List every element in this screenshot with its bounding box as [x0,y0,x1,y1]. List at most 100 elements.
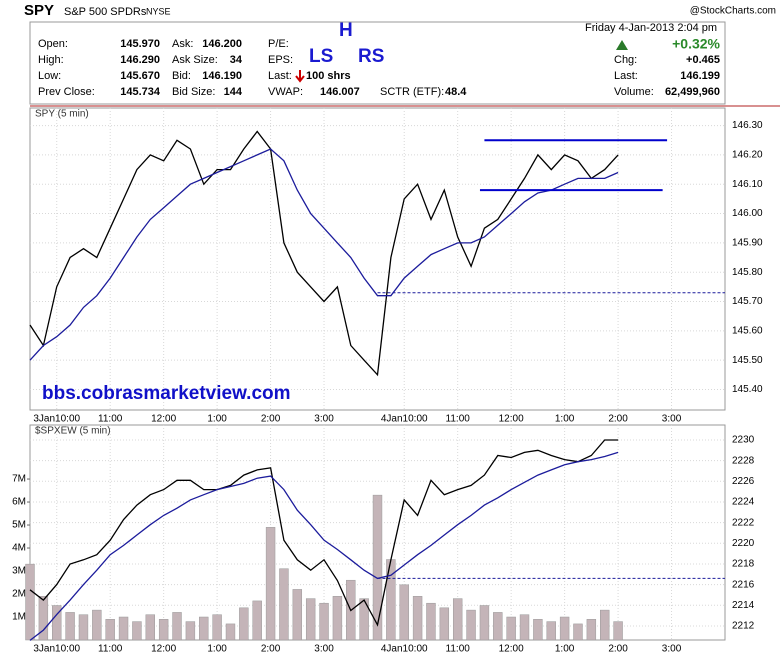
volume-bar [426,602,436,641]
vwap-label: VWAP: [268,86,303,98]
volume-bar [118,616,129,641]
pe-label: P/E: [268,38,289,50]
volume-bar [52,605,62,641]
volume-bar [546,621,556,641]
sctr-value: 48.4 [445,86,467,98]
x-tick-label: 2:00 [261,644,281,655]
volume-bar [559,616,570,641]
x-tick-label: 4Jan10:00 [381,414,428,425]
summary-label: Volume: [614,86,654,98]
x-tick-label: 3:00 [662,414,682,425]
y-tick-label: 2M [12,589,26,600]
volume-bar [212,614,222,641]
volume-bar [172,612,182,641]
volume-bar [359,598,369,641]
x-tick-label: 3:00 [314,414,334,425]
volume-bar [452,598,463,641]
y-tick-label: 146.30 [732,120,763,131]
volume-bar [319,602,329,641]
y-tick-label: 6M [12,497,26,508]
y2-tick-label: 2222 [732,517,755,528]
book-value: 34 [230,54,243,66]
summary-value: 146.199 [680,70,720,82]
volume-bar [105,619,115,641]
x-tick-label: 12:00 [151,644,176,655]
y-tick-label: 4M [12,543,26,554]
summary-label: Chg: [614,54,637,66]
series-line [29,451,619,641]
y-tick-label: 146.00 [732,208,763,219]
y-tick-label: 7M [12,474,26,485]
volume-bar [239,607,249,641]
y2-tick-label: 2216 [732,579,755,590]
symbol: SPY [24,2,54,19]
last-size: 100 shrs [306,70,351,82]
quote-value: 146.290 [120,54,160,66]
volume-bar [65,612,75,641]
volume-bar [519,614,530,641]
book-label: Bid Size: [172,86,215,98]
date: Friday 4-Jan-2013 2:04 pm [585,22,717,34]
x-tick-label: 3:00 [314,644,334,655]
x-tick-label: 1:00 [207,414,227,425]
x-tick-label: 11:00 [98,644,123,655]
quote-label: Low: [38,70,61,82]
volume-bar [412,596,423,641]
volume-bar [92,609,102,641]
y2-tick-label: 2230 [732,435,755,446]
summary-value: 62,499,960 [665,86,720,98]
volume-bar [265,527,276,641]
y-tick-label: 145.80 [732,267,763,278]
vwap-value: 146.007 [320,86,360,98]
volume-bar [399,584,409,641]
book-value: 146.200 [202,38,242,50]
watermark: bbs.cobrasmarketview.com [42,383,291,404]
x-tick-label: 12:00 [499,644,524,655]
volume-bar [533,619,543,641]
y2-tick-label: 2220 [732,538,755,549]
y2-tick-label: 2214 [732,600,755,611]
y-tick-label: 145.60 [732,325,763,336]
volume-bar [332,596,343,641]
volume-bar [132,621,142,641]
y-tick-label: 145.90 [732,238,763,249]
x-tick-label: 3:00 [662,644,682,655]
book-value: 144 [224,86,243,98]
volume-bar [439,607,450,641]
y2-tick-label: 2218 [732,559,755,570]
y2-tick-label: 2224 [732,497,755,508]
y-tick-label: 5M [12,520,26,531]
volume-bar [292,589,303,641]
volume-bar [78,614,89,641]
x-tick-label: 1:00 [207,644,227,655]
volume-bar [38,596,49,641]
volume-bar [199,616,209,641]
summary-value: +0.465 [686,54,720,66]
volume-bar [466,609,476,641]
chart-title: SPY (5 min) [35,109,89,120]
volume-bar [613,621,623,641]
summary-label: Last: [614,70,638,82]
series-line [29,439,619,627]
volume-bar [185,621,196,641]
volume-bar [506,616,516,641]
volume-bar [479,605,490,641]
book-value: 146.190 [202,70,242,82]
y-tick-label: 145.50 [732,355,763,366]
y-tick-label: 145.70 [732,296,763,307]
volume-bar [305,598,316,641]
last-label: Last: [268,70,292,82]
book-label: Ask Size: [172,54,218,66]
y-tick-label: 3M [12,566,26,577]
eps-label: EPS: [268,54,293,66]
y2-tick-label: 2212 [732,621,755,632]
volume-bar [493,612,503,641]
quote-value: 145.734 [120,86,161,98]
x-tick-label: 2:00 [608,644,628,655]
y-tick-label: 145.40 [732,384,763,395]
down-arrow [295,70,305,83]
y-tick-label: 146.20 [732,150,763,161]
x-tick-label: 11:00 [446,414,471,425]
book-label: Bid: [172,70,191,82]
